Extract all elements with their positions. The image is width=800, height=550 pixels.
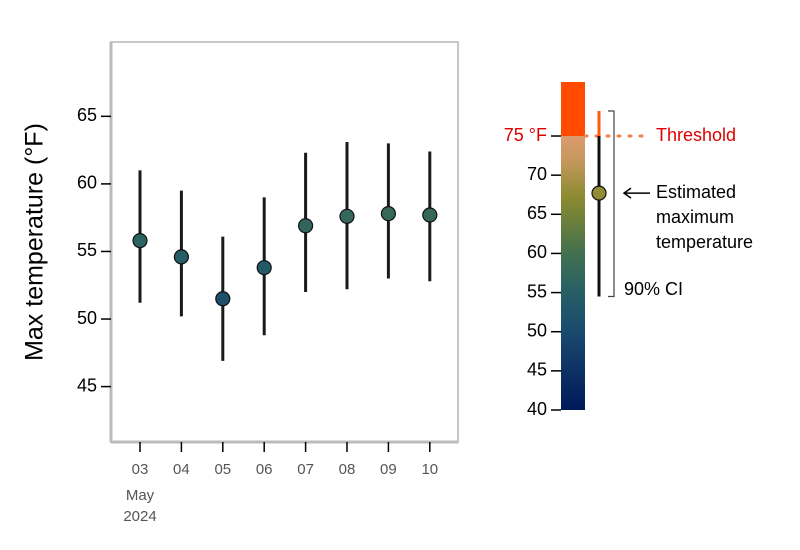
x-tick-label: 09: [380, 461, 397, 478]
ci-label: 90% CI: [624, 279, 683, 299]
point: [339, 208, 355, 224]
colorbar: [561, 82, 585, 410]
x-tick-label: 04: [173, 461, 190, 478]
point: [298, 218, 314, 234]
point: [215, 291, 231, 307]
x-tick-label: 06: [256, 461, 273, 478]
estimate-label: temperature: [656, 232, 753, 252]
x-tick-label: 08: [339, 461, 356, 478]
colorbar-tick-label: 45: [527, 360, 547, 380]
y-tick-label: 60: [77, 173, 97, 193]
point: [256, 260, 272, 276]
legend-point: [591, 185, 607, 201]
y-tick-label: 55: [77, 240, 97, 260]
y-tick-label: 50: [77, 308, 97, 328]
x-tick-label: 07: [297, 461, 314, 478]
x-date-label: 2024: [123, 508, 156, 525]
x-tick-label: 05: [214, 461, 231, 478]
threshold-label: Threshold: [656, 125, 736, 145]
estimate-label: maximum: [656, 207, 734, 227]
y-axis-label: Max temperature (°F): [21, 123, 49, 361]
estimate-label: Estimated: [656, 182, 736, 202]
ci-bracket: [608, 110, 615, 298]
x-tick-label: 10: [421, 461, 438, 478]
point: [380, 206, 396, 222]
point: [422, 207, 438, 223]
point: [173, 249, 189, 265]
y-tick-label: 65: [77, 105, 97, 125]
colorbar-tick-label: 65: [527, 203, 547, 223]
x-tick-label: 03: [132, 461, 149, 478]
colorbar-tick-label: 70: [527, 164, 547, 184]
colorbar-tick-label: 75 °F: [504, 125, 547, 145]
colorbar-tick-label: 50: [527, 320, 547, 340]
estimate-arrow: [622, 187, 650, 199]
colorbar-tick-label: 60: [527, 242, 547, 262]
x-date-label: May: [126, 487, 155, 504]
colorbar-tick-label: 40: [527, 399, 547, 419]
plot-frame: [110, 41, 459, 443]
colorbar-tick-label: 55: [527, 281, 547, 301]
point: [132, 233, 148, 249]
y-tick-label: 45: [77, 375, 97, 395]
